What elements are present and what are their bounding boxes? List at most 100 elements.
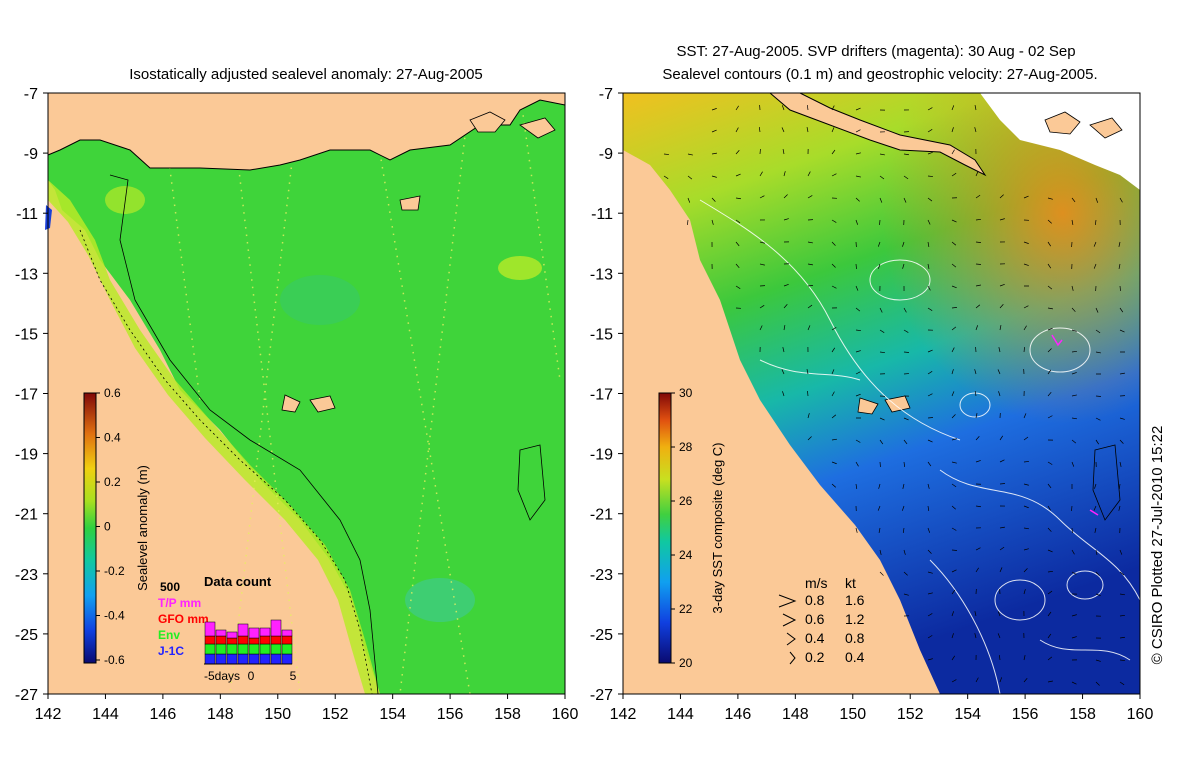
- inset-bar-segment: [248, 637, 260, 645]
- x-tick-label: 142: [35, 706, 62, 723]
- inset-bar-segment: [237, 623, 249, 637]
- x-tick-label: 148: [207, 706, 234, 723]
- y-tick-label: -15: [590, 326, 613, 343]
- colorbar-tick-label: 20: [679, 656, 693, 670]
- x-tick-label: 154: [954, 706, 981, 723]
- colorbar-tick-label: 0.4: [104, 431, 121, 445]
- left-x-axis: 142 144 146 148 150 152 154 156 158 160: [35, 694, 578, 723]
- inset-x-label: 0: [248, 669, 255, 683]
- inset-legend-item: T/P mm: [158, 596, 201, 610]
- y-tick-label: -15: [15, 326, 38, 343]
- inset-bar-segment: [226, 631, 238, 639]
- inset-x-label: 5: [290, 669, 297, 683]
- colorbar-tick-label: -0.2: [104, 564, 125, 578]
- inset-bar-segment: [248, 627, 260, 639]
- inset-bar-segment: [248, 643, 260, 655]
- velocity-legend-ms-header: m/s: [805, 575, 828, 591]
- velocity-legend-kt: 1.2: [845, 611, 865, 627]
- inset-bar-segment: [259, 643, 271, 655]
- inset-bar-segment: [281, 635, 293, 645]
- y-tick-label: -9: [599, 146, 613, 163]
- inset-bar-segment: [204, 643, 216, 655]
- svp-drifter-track: [1089, 509, 1099, 516]
- x-tick-label: 158: [1069, 706, 1096, 723]
- inset-legend-item: J-1C: [158, 644, 184, 658]
- y-tick-label: -27: [15, 687, 38, 704]
- data-count-inset: Data count 500 T/P mm GFO mm Env J-1C -5day…: [158, 574, 297, 683]
- colorbar-tick-label: 26: [679, 494, 693, 508]
- inset-x-label: -5days: [204, 669, 240, 683]
- velocity-legend-kt: 0.4: [845, 649, 865, 665]
- inset-bar-segment: [204, 635, 216, 645]
- left-shelf-band: [48, 180, 380, 694]
- y-tick-label: -21: [590, 507, 613, 524]
- y-tick-label: -25: [590, 627, 613, 644]
- x-tick-label: 146: [150, 706, 177, 723]
- y-tick-label: -7: [599, 86, 613, 103]
- y-tick-label: -9: [24, 146, 38, 163]
- inset-bar-segment: [281, 629, 293, 637]
- colorbar-tick-label: 22: [679, 602, 693, 616]
- left-colorbar: 0.6 0.4 0.2 0 -0.2 -0.4 -0.6 Sealevel anomaly …: [83, 386, 150, 667]
- inset-bar-segment: [281, 653, 293, 665]
- x-tick-label: 142: [610, 706, 637, 723]
- left-y-axis: -7 -9 -11 -13 -15 -17 -19 -21 -23 -25 -27: [15, 86, 48, 704]
- x-tick-label: 150: [839, 706, 866, 723]
- inset-bar-segment: [270, 635, 282, 645]
- velocity-legend-kt: 1.6: [845, 592, 865, 608]
- right-panel-title-line1: SST: 27-Aug-2005. SVP drifters (magenta)…: [676, 43, 1075, 60]
- inset-bar-segment: [215, 643, 227, 655]
- sla-colorbar-scale: [83, 392, 97, 664]
- colorbar-tick-label: -0.6: [104, 653, 125, 667]
- y-tick-label: -23: [590, 567, 613, 584]
- y-tick-label: -17: [590, 387, 613, 404]
- inset-bar-segment: [259, 627, 271, 637]
- x-tick-label: 152: [322, 706, 349, 723]
- credit-text: © CSIRO Plotted 27-Jul-2010 15:22: [1149, 426, 1166, 665]
- inset-legend-item: GFO mm: [158, 612, 209, 626]
- y-tick-label: -19: [590, 447, 613, 464]
- colorbar-tick-label: 30: [679, 386, 693, 400]
- right-x-axis: 142 144 146 148 150 152 154 156 158 160: [610, 694, 1153, 723]
- inset-bar-segment: [226, 637, 238, 645]
- inset-bar-segment: [259, 635, 271, 645]
- y-tick-label: -27: [590, 687, 613, 704]
- sealevel-contours: [699, 199, 1141, 695]
- left-panel-title: Isostatically adjusted sealevel anomaly:…: [129, 66, 483, 83]
- sst-colorbar-label: 3-day SST composite (deg C): [710, 443, 725, 614]
- colorbar-tick-label: -0.4: [104, 609, 125, 623]
- inset-bar-segment: [270, 619, 282, 637]
- inset-max-label: 500: [160, 580, 180, 594]
- right-y-axis: -7 -9 -11 -13 -15 -17 -19 -21 -23 -25 -27: [590, 86, 623, 704]
- inset-bar-segment: [237, 643, 249, 655]
- y-tick-label: -13: [590, 266, 613, 283]
- inset-bar-segment: [215, 653, 227, 665]
- velocity-legend-arrow: [789, 651, 796, 665]
- velocity-legend: m/s kt 0.8 1.6 0.6 1.2 0.4 0.8 0.2 0.4: [778, 575, 865, 665]
- sla-colorbar-label: Sealevel anomaly (m): [135, 465, 150, 591]
- x-tick-label: 156: [437, 706, 464, 723]
- inset-bar-segment: [204, 621, 216, 637]
- velocity-legend-ms: 0.4: [805, 630, 825, 646]
- colorbar-tick-label: 24: [679, 548, 693, 562]
- left-png-land: [47, 92, 566, 171]
- inset-bar-segment: [270, 643, 282, 655]
- inset-bar-segment: [237, 635, 249, 645]
- x-tick-label: 156: [1012, 706, 1039, 723]
- x-tick-label: 144: [667, 706, 694, 723]
- velocity-legend-arrow: [786, 632, 796, 646]
- right-panel-title-line2: Sealevel contours (0.1 m) and geostrophi…: [662, 66, 1097, 83]
- inset-title: Data count: [204, 574, 272, 589]
- velocity-legend-arrow: [778, 594, 797, 608]
- x-tick-label: 154: [379, 706, 406, 723]
- sst-colorbar-scale: [658, 392, 672, 664]
- velocity-legend-kt-header: kt: [845, 575, 856, 591]
- inset-bar-segment: [270, 653, 282, 665]
- cloud-mask: [980, 93, 1140, 190]
- inset-bars: [204, 619, 293, 665]
- y-tick-label: -11: [591, 206, 613, 223]
- x-tick-label: 146: [725, 706, 752, 723]
- y-tick-label: -13: [15, 266, 38, 283]
- y-tick-label: -7: [24, 86, 38, 103]
